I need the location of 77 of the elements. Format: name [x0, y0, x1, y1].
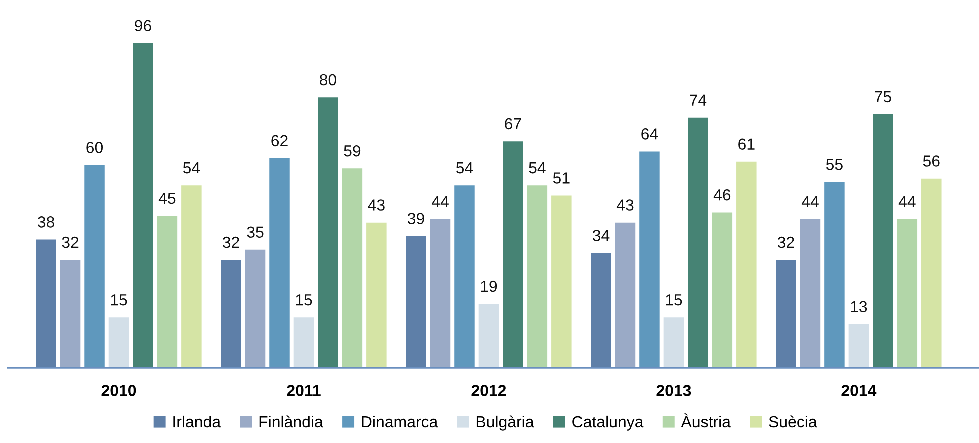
bar — [687, 117, 710, 368]
bar — [800, 218, 822, 368]
x-tick-label: 2010 — [102, 385, 136, 396]
bar — [662, 316, 685, 368]
x-tick-label: 2012 — [472, 385, 506, 396]
bar — [132, 42, 154, 368]
data-label: 19 — [481, 280, 498, 292]
data-label: 62 — [272, 135, 288, 147]
bar — [293, 316, 315, 368]
bar — [502, 140, 524, 368]
bar — [430, 218, 452, 368]
bar — [108, 316, 130, 368]
legend-label: Suècia — [769, 416, 818, 428]
legend-label: Finlàndia — [260, 416, 324, 428]
bar — [550, 194, 573, 368]
x-tick-label: 2014 — [842, 385, 877, 396]
data-label: 96 — [135, 20, 152, 32]
x-tick-label: 2013 — [656, 385, 692, 396]
legend-label: Catalunya — [572, 416, 644, 431]
data-label: 67 — [505, 118, 522, 130]
bar — [848, 324, 870, 368]
data-label: 32 — [62, 236, 79, 248]
bar — [317, 96, 340, 368]
data-label: 74 — [690, 94, 707, 106]
data-label: 39 — [408, 213, 424, 224]
data-label: 32 — [223, 236, 240, 248]
data-label: 59 — [344, 145, 361, 157]
data-label: 13 — [851, 301, 868, 312]
data-label: 45 — [158, 193, 176, 204]
data-label: 38 — [38, 216, 54, 228]
bar — [60, 259, 82, 368]
data-label: 15 — [296, 294, 312, 306]
data-label: 64 — [642, 128, 658, 140]
bar — [220, 259, 242, 368]
data-label: 43 — [616, 200, 634, 211]
bar — [156, 215, 178, 368]
data-label: 54 — [183, 162, 200, 174]
data-label: 32 — [778, 236, 794, 248]
legend-label: Irlanda — [174, 416, 222, 428]
bar — [896, 218, 918, 368]
bar — [736, 161, 758, 368]
data-label: 15 — [666, 294, 682, 306]
bar — [590, 252, 612, 368]
legend-label: Àustria — [681, 414, 731, 428]
bar — [872, 114, 894, 368]
bar — [405, 236, 428, 368]
data-label: 44 — [898, 196, 916, 208]
data-label: 54 — [456, 162, 474, 174]
bar — [614, 222, 636, 368]
bar — [775, 259, 798, 368]
data-label: 61 — [738, 138, 755, 150]
data-label: 54 — [529, 162, 546, 174]
data-label: 51 — [553, 172, 570, 184]
data-label: 34 — [592, 230, 610, 242]
data-label: 56 — [923, 156, 940, 167]
legend-label: Bulgària — [476, 416, 534, 431]
bar — [366, 222, 388, 368]
data-label: 60 — [86, 142, 104, 154]
data-label: 43 — [368, 200, 385, 211]
bar — [711, 212, 734, 368]
data-label: 75 — [875, 91, 892, 103]
bar — [478, 303, 500, 368]
data-label: 80 — [320, 74, 336, 86]
data-label: 44 — [432, 196, 449, 208]
data-label: 46 — [714, 189, 731, 201]
data-label: 35 — [247, 226, 264, 238]
bar — [920, 178, 943, 368]
x-tick-label: 2011 — [287, 385, 321, 396]
bar — [35, 238, 58, 368]
data-label: 44 — [802, 196, 819, 208]
bar — [341, 168, 364, 368]
data-label: 15 — [111, 294, 128, 306]
data-label: 55 — [826, 159, 843, 170]
bar — [180, 184, 203, 368]
legend-label: Dinamarca — [362, 416, 438, 428]
bar — [526, 184, 548, 368]
bar — [244, 249, 266, 368]
